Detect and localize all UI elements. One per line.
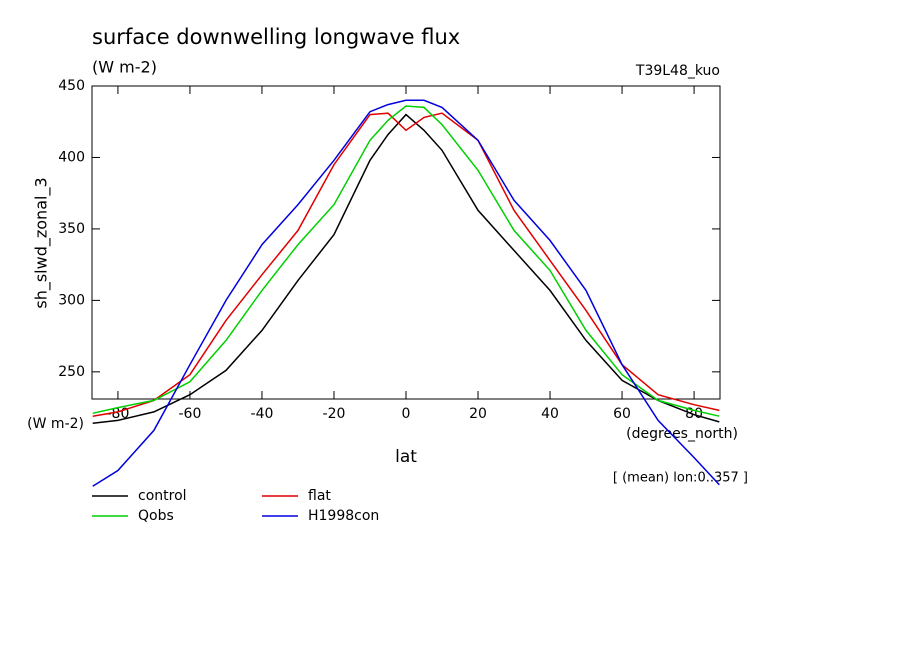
x-tick-label: -40 bbox=[251, 406, 274, 422]
chart-title: surface downwelling longwave flux bbox=[92, 25, 460, 49]
y-tick-label: 450 bbox=[58, 78, 85, 94]
x-axis-label: lat bbox=[395, 447, 417, 467]
y-tick-label: 400 bbox=[58, 149, 85, 165]
x-tick-label: 0 bbox=[402, 406, 411, 422]
y-tick-label: 300 bbox=[58, 292, 85, 308]
legend-label: H1998con bbox=[308, 508, 379, 524]
x-tick-label: 20 bbox=[469, 406, 487, 422]
data-line bbox=[92, 105, 720, 417]
x-tick-label: 40 bbox=[541, 406, 559, 422]
x-tick-label: -20 bbox=[323, 406, 346, 422]
y-tick-label: 350 bbox=[58, 221, 85, 237]
x-units: (degrees_north) bbox=[626, 426, 738, 442]
plot-frame bbox=[91, 85, 721, 400]
note: [ (mean) lon:0..357 ] bbox=[613, 471, 748, 486]
data-line bbox=[92, 99, 720, 487]
x-tick-label: 60 bbox=[613, 406, 631, 422]
data-line bbox=[92, 112, 720, 417]
units: (W m-2) bbox=[92, 58, 157, 77]
x-tick-label: -60 bbox=[179, 406, 202, 422]
y-axis-label: sh_slwd_zonal_3 bbox=[32, 177, 52, 308]
data-line bbox=[92, 113, 720, 425]
legend-label: flat bbox=[308, 488, 331, 504]
legend-label: Qobs bbox=[138, 508, 174, 524]
y-tick-label: 250 bbox=[58, 364, 85, 380]
run-label: T39L48_kuo bbox=[635, 63, 720, 79]
legend-label: control bbox=[138, 488, 187, 504]
y-units: (W m-2) bbox=[27, 416, 84, 432]
